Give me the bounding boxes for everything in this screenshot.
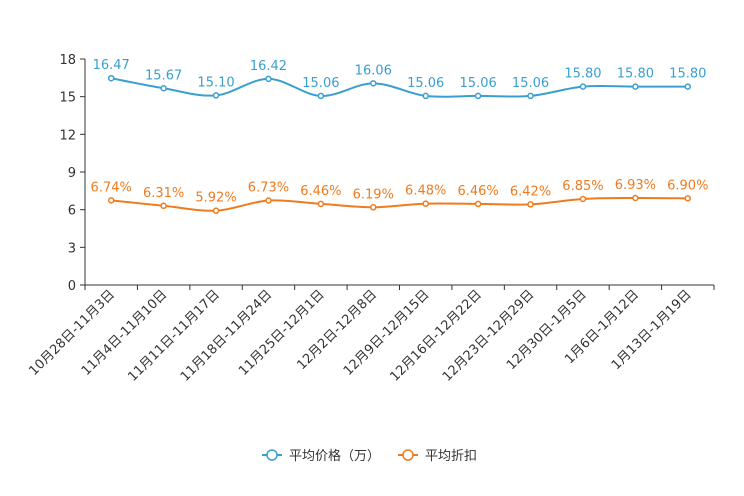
data-label: 6.74% bbox=[91, 180, 132, 195]
legend-marker-icon bbox=[266, 449, 278, 461]
series-layer: 16.47 15.67 15.10 16.42 15.06 16.06 15.06 15.06… bbox=[91, 58, 708, 214]
y-tick-label: 0 bbox=[68, 279, 76, 294]
data-point bbox=[160, 202, 167, 210]
data-label: 6.48% bbox=[405, 184, 446, 199]
data-point bbox=[527, 201, 534, 208]
x-tick-label: 11月11日-11月17日 bbox=[125, 287, 222, 384]
x-tick-label: 12月16日-12月22日 bbox=[387, 287, 484, 384]
data-label: 15.80 bbox=[617, 67, 654, 82]
legend-item-2[interactable]: 平均折扣 bbox=[398, 449, 477, 464]
data-label: 16.42 bbox=[250, 59, 287, 74]
data-label: 6.73% bbox=[248, 181, 289, 196]
data-point bbox=[632, 194, 639, 202]
x-tick-label: 10月28日-11月3日 bbox=[26, 287, 118, 379]
x-tick-label: 11月18日-11月24日 bbox=[178, 287, 275, 384]
data-label: 6.42% bbox=[510, 184, 551, 199]
data-label: 6.85% bbox=[562, 179, 603, 194]
data-point bbox=[370, 80, 377, 87]
data-label: 5.92% bbox=[195, 191, 236, 206]
data-point bbox=[684, 83, 692, 90]
data-point bbox=[632, 83, 639, 90]
series-line bbox=[111, 196, 688, 212]
data-point bbox=[474, 200, 482, 208]
series-1: 16.47 15.67 15.10 16.42 15.06 16.06 15.06 15.06… bbox=[93, 58, 706, 100]
axes: 036912151810月28日-11月3日11月4日-11月10日11月11日… bbox=[26, 53, 715, 385]
data-label: 6.46% bbox=[300, 184, 341, 199]
data-point bbox=[107, 74, 115, 82]
y-tick-label: 12 bbox=[59, 128, 76, 143]
data-label: 15.06 bbox=[407, 76, 444, 91]
legend[interactable]: 平均价格（万） 平均折扣 bbox=[262, 448, 477, 464]
data-label: 6.90% bbox=[667, 178, 708, 193]
data-label: 16.47 bbox=[93, 58, 130, 73]
data-point bbox=[474, 92, 482, 100]
y-tick-label: 18 bbox=[59, 53, 76, 68]
data-point bbox=[212, 207, 220, 214]
data-point bbox=[212, 92, 220, 99]
legend-item-1[interactable]: 平均价格（万） bbox=[262, 448, 380, 464]
data-label: 6.31% bbox=[143, 186, 184, 201]
data-label: 6.46% bbox=[457, 184, 498, 199]
y-tick-label: 3 bbox=[68, 241, 76, 256]
data-point bbox=[422, 200, 429, 207]
data-label: 6.19% bbox=[353, 187, 394, 202]
data-label: 16.06 bbox=[355, 63, 392, 78]
data-label: 15.06 bbox=[460, 76, 497, 91]
data-label: 15.06 bbox=[302, 76, 339, 91]
y-tick-label: 6 bbox=[68, 204, 76, 219]
data-label: 15.10 bbox=[197, 75, 234, 90]
series-line bbox=[111, 77, 688, 98]
data-point bbox=[317, 200, 325, 208]
x-tick-label: 12月23日-12月29日 bbox=[440, 287, 537, 384]
legend-label: 平均价格（万） bbox=[289, 448, 380, 464]
data-label: 15.80 bbox=[669, 67, 706, 82]
data-point bbox=[684, 195, 692, 202]
data-point bbox=[527, 92, 534, 100]
data-point bbox=[579, 195, 587, 203]
series-2: 6.74% 6.31% 5.92% 6.73% 6.46% 6.19% 6.48% 6.46%… bbox=[91, 178, 708, 214]
data-point bbox=[317, 92, 325, 100]
legend-marker-icon bbox=[402, 449, 414, 461]
data-point bbox=[265, 75, 272, 83]
y-tick-label: 9 bbox=[68, 166, 76, 181]
data-point bbox=[265, 197, 272, 204]
data-point bbox=[422, 92, 429, 100]
data-label: 15.80 bbox=[564, 67, 601, 82]
legend-label: 平均折扣 bbox=[425, 449, 477, 464]
data-point bbox=[370, 204, 377, 211]
data-point bbox=[160, 85, 167, 92]
data-label: 15.06 bbox=[512, 76, 549, 91]
data-label: 15.67 bbox=[145, 68, 182, 83]
data-point bbox=[107, 197, 115, 204]
data-point bbox=[579, 83, 587, 90]
data-label: 6.93% bbox=[615, 178, 656, 193]
y-tick-label: 15 bbox=[59, 91, 76, 106]
